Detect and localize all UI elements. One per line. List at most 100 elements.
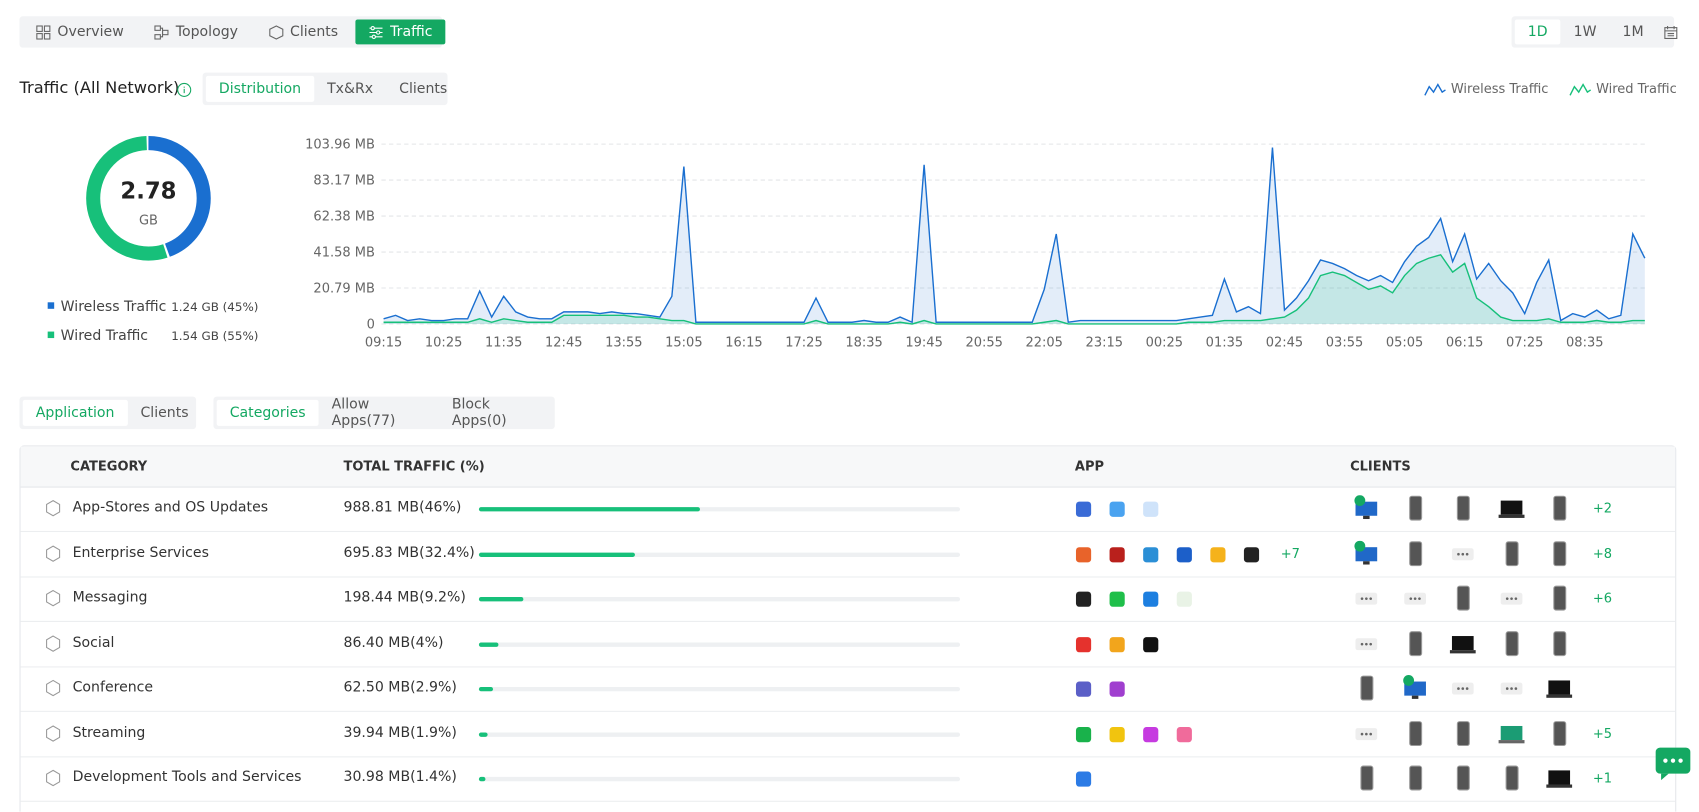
clients-more[interactable]: +5 <box>1592 725 1613 741</box>
tab[interactable]: Clients <box>386 76 460 102</box>
table: CATEGORY TOTAL TRAFFIC (%) APP CLIENTS App-S… <box>19 445 1677 812</box>
app-icon[interactable] <box>1075 636 1092 658</box>
client-icon[interactable] <box>1402 540 1428 570</box>
app-icon[interactable] <box>1075 501 1092 523</box>
clients-more[interactable]: +1 <box>1592 770 1613 786</box>
app-icon[interactable] <box>1108 636 1125 658</box>
category-name: App-Stores and OS Updates <box>72 499 269 516</box>
legend-swatch <box>47 331 55 339</box>
client-icon[interactable] <box>1546 540 1572 570</box>
client-icon[interactable] <box>1450 585 1476 615</box>
client-icon[interactable] <box>1450 675 1476 705</box>
client-icon[interactable] <box>1450 495 1476 525</box>
app-icon[interactable] <box>1176 725 1193 747</box>
client-icon[interactable] <box>1498 720 1525 750</box>
tab[interactable]: Topology <box>141 20 251 45</box>
client-icon[interactable] <box>1450 765 1476 795</box>
apps-more[interactable]: +7 <box>1280 545 1300 561</box>
category-icon <box>44 589 61 611</box>
tab[interactable]: 1W <box>1561 20 1610 45</box>
client-icon[interactable] <box>1546 630 1572 660</box>
app-icon[interactable] <box>1108 591 1125 613</box>
info-icon[interactable] <box>177 81 192 102</box>
app-icon[interactable] <box>1209 546 1226 568</box>
tab[interactable]: Tx&Rx <box>314 76 386 102</box>
tab[interactable]: Traffic <box>355 19 446 45</box>
x-tick-label: 10:25 <box>425 336 462 351</box>
client-icon[interactable] <box>1546 720 1572 750</box>
icon <box>1075 636 1092 652</box>
clients-more[interactable]: +2 <box>1592 500 1613 516</box>
app-icon[interactable] <box>1142 546 1159 568</box>
client-icon[interactable] <box>1498 540 1524 570</box>
app-icon[interactable] <box>1075 591 1092 613</box>
client-icon[interactable] <box>1402 495 1428 525</box>
client-icon[interactable] <box>1498 765 1524 795</box>
app-icon[interactable] <box>1075 725 1092 747</box>
icon <box>1143 591 1159 607</box>
app-icon[interactable] <box>1108 546 1125 568</box>
app-icon[interactable] <box>1243 546 1260 568</box>
client-icon[interactable] <box>1402 675 1428 705</box>
app-icon[interactable] <box>1142 501 1159 523</box>
client-icon[interactable] <box>1402 630 1428 660</box>
client-icon[interactable] <box>1449 630 1476 660</box>
app-icon[interactable] <box>1142 636 1159 658</box>
app-icon[interactable] <box>1142 725 1159 747</box>
tab[interactable]: Clients <box>255 20 351 45</box>
app-icon[interactable] <box>1075 680 1092 702</box>
client-icon[interactable] <box>1353 765 1379 795</box>
client-icon[interactable] <box>1353 720 1379 750</box>
client-icon[interactable] <box>1498 585 1524 615</box>
clients-more[interactable]: +6 <box>1592 590 1613 606</box>
tab[interactable]: Allow Apps(77) <box>319 397 439 430</box>
client-icon[interactable] <box>1450 720 1476 750</box>
client-icon[interactable] <box>1402 585 1428 615</box>
app-icon[interactable] <box>1176 546 1193 568</box>
app-icon[interactable] <box>1075 770 1092 792</box>
tab[interactable]: 1M <box>1610 20 1657 45</box>
client-icon[interactable] <box>1353 630 1379 660</box>
client-icon[interactable] <box>1402 720 1428 750</box>
icon <box>1360 675 1374 701</box>
x-tick-label: 13:55 <box>605 336 642 351</box>
app-icon[interactable] <box>1176 591 1193 613</box>
tab[interactable]: Overview <box>23 20 137 45</box>
app-icon[interactable] <box>1108 501 1125 523</box>
client-icon[interactable] <box>1353 540 1379 570</box>
icon <box>1456 720 1470 746</box>
app-icon[interactable] <box>1075 546 1092 568</box>
view-tabs: Distribution Tx&Rx Clients <box>202 72 448 106</box>
icon <box>1176 546 1192 562</box>
icon <box>1456 765 1470 791</box>
client-icon[interactable] <box>1498 675 1524 705</box>
icon <box>1498 725 1525 743</box>
client-icon[interactable] <box>1498 630 1524 660</box>
tab[interactable]: Application <box>22 399 128 426</box>
tab[interactable]: Categories <box>216 399 319 426</box>
client-icon[interactable] <box>1353 495 1379 525</box>
chat-button[interactable] <box>1655 747 1692 782</box>
app-icon[interactable] <box>1108 680 1125 702</box>
icon <box>1075 726 1092 742</box>
tab-label: Overview <box>57 23 124 41</box>
client-icon[interactable] <box>1546 585 1572 615</box>
client-icon[interactable] <box>1450 540 1476 570</box>
client-icon[interactable] <box>1546 765 1573 795</box>
tab[interactable]: Distribution <box>205 75 315 102</box>
client-icon[interactable] <box>1353 585 1379 615</box>
tab[interactable]: Clients <box>127 400 201 426</box>
app-icon[interactable] <box>1142 591 1159 613</box>
client-icon[interactable] <box>1498 495 1525 525</box>
client-icon[interactable] <box>1402 765 1428 795</box>
x-tick-label: 08:35 <box>1566 336 1603 351</box>
client-icon[interactable] <box>1546 495 1572 525</box>
tab[interactable]: 1D <box>1514 19 1561 45</box>
calendar-button[interactable] <box>1657 20 1685 45</box>
client-icon[interactable] <box>1353 675 1379 705</box>
tab[interactable]: Block Apps(0) <box>439 397 552 430</box>
app-icon[interactable] <box>1108 725 1125 747</box>
client-icon[interactable] <box>1546 675 1573 705</box>
x-tick-label: 16:15 <box>725 336 762 351</box>
clients-more[interactable]: +8 <box>1592 545 1613 561</box>
